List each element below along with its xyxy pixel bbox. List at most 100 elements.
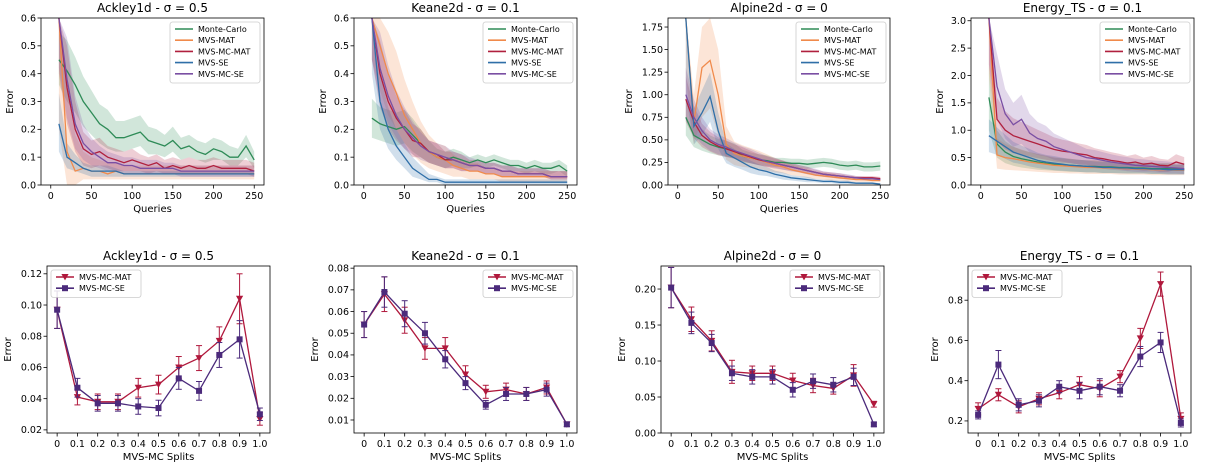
confidence-band-mvs-mc-mat (58, 18, 255, 177)
chart-panel-7: Alpine2d - σ = 0 0 0.1 0.2 0.3 0.4 0.5 0.6 0.7 0.… (617, 249, 885, 463)
y-axis-label: Error (617, 336, 628, 361)
x-tick-label: 200 (204, 191, 222, 202)
legend-item: MVS-MC-MAT (488, 273, 563, 282)
legend-item: MVS-MC-MAT (977, 273, 1052, 282)
legend-marker (982, 274, 990, 281)
x-tick-label: 0.8 (826, 439, 841, 450)
y-tick-label: 0.0 (21, 180, 36, 191)
legend-marker (493, 274, 501, 281)
y-tick-label: 2.5 (951, 43, 966, 54)
y-tick-label: 0.0 (334, 180, 349, 191)
legend-label: MVS-MC-MAT (511, 273, 563, 282)
x-tick-label: 0 (675, 191, 681, 202)
legend-item: MVS-MC-MAT (1105, 47, 1180, 56)
data-point (688, 319, 695, 326)
data-point (543, 386, 550, 393)
legend-label: MVS-MC-MAT (1000, 273, 1052, 282)
y-tick-label: 0.15 (635, 320, 656, 331)
legend-marker (800, 274, 808, 281)
data-point (1116, 373, 1124, 381)
x-tick-label: 50 (712, 191, 724, 202)
x-tick-label: 0 (978, 191, 984, 202)
y-tick-label: 0.2 (21, 125, 36, 136)
legend-marker (801, 285, 807, 292)
data-point (1177, 419, 1184, 426)
confidence-band-mvs-mc-se (371, 18, 568, 180)
x-tick-label: 0.9 (232, 439, 247, 450)
y-tick-label: 0.8 (948, 296, 963, 307)
x-tick-label: 0.5 (458, 439, 473, 450)
chart-panel-5: Ackley1d - σ = 0.5 0 0.1 0.2 0.3 0.4 0.5 0.6 0.7… (3, 249, 271, 463)
chart-panel-3: Alpine2d - σ = 0 0 50 100 150 200 250 0.00 0.25 0… (624, 1, 891, 215)
chart-title: Keane2d - σ = 0.1 (411, 1, 520, 15)
legend-label: MVS-MC-SE (79, 284, 125, 293)
data-point (134, 384, 142, 392)
axes-frame (667, 17, 891, 186)
x-tick-label: 200 (831, 191, 849, 202)
legend-label: MVS-SE (198, 59, 228, 68)
axes-frame (970, 17, 1195, 186)
plot-area (371, 18, 568, 185)
x-tick-label: 200 (1134, 191, 1152, 202)
series-line-mvs-mc-se (56, 309, 261, 415)
x-tick-label: 0.8 (1133, 439, 1148, 450)
x-tick-label: 1.0 (559, 439, 574, 450)
legend-label: Monte-Carlo (824, 25, 873, 34)
y-tick-label: 0.20 (635, 284, 656, 295)
x-tick-label: 0.3 (1031, 439, 1046, 450)
x-tick-label: 100 (750, 191, 768, 202)
data-point (421, 330, 428, 337)
y-tick-label: 0.04 (328, 350, 349, 361)
series-line-mvs-se (685, 18, 881, 185)
x-tick-label: 0 (361, 191, 367, 202)
legend-item: MVS-MC-SE (795, 284, 864, 293)
series-line-mvs-se (58, 123, 255, 175)
x-tick-label: 0.9 (539, 439, 554, 450)
legend-item: MVS-SE (175, 59, 228, 68)
legend-label: MVS-SE (511, 59, 541, 68)
confidence-band-mvs-mc-mat (685, 76, 881, 181)
y-tick-label: 1.25 (642, 67, 663, 78)
x-tick-label: 150 (1094, 191, 1112, 202)
y-tick-label: 0.05 (635, 392, 656, 403)
legend-item: MVS-MAT (801, 36, 861, 45)
legend-label: MVS-MAT (511, 36, 548, 45)
y-tick-label: 0.00 (642, 180, 663, 191)
y-tick-label: 1.0 (951, 126, 966, 137)
legend-label: MVS-MC-SE (824, 70, 870, 79)
legend-box (169, 21, 261, 84)
series-line-mvs-mc-se (988, 18, 1185, 170)
x-tick-label: 250 (1175, 191, 1193, 202)
series-line-mvs-mc-se (363, 290, 568, 425)
legend-item: MVS-MC-MAT (56, 273, 131, 282)
legend-label: MVS-MC-SE (1000, 284, 1046, 293)
series-line-mvs-mc-mat (363, 293, 568, 425)
data-point (830, 381, 837, 388)
y-tick-label: 0.50 (642, 135, 663, 146)
legend-label: Monte-Carlo (511, 25, 560, 34)
data-point (135, 403, 142, 410)
series-line-mvs-mc-mat (58, 18, 255, 172)
y-tick-label: 0.10 (21, 300, 42, 311)
data-point (994, 391, 1003, 399)
data-point (1015, 401, 1022, 408)
series-line-mvs-mc-se (371, 18, 568, 178)
x-tick-label: 0.2 (1011, 439, 1026, 450)
y-axis-label: Error (310, 336, 321, 361)
legend: MVS-MC-MAT MVS-MC-SE (482, 269, 574, 298)
legend: Monte-Carlo MVS-MAT MVS-MC-MAT MVS-SE MVS-MC… (482, 21, 574, 84)
x-tick-label: 0 (361, 439, 367, 450)
data-point (789, 386, 796, 393)
y-tick-label: 0.5 (21, 41, 36, 52)
x-tick-label: 0.2 (704, 439, 719, 450)
x-tick-label: 0.5 (765, 439, 780, 450)
x-tick-label: 0.6 (478, 439, 493, 450)
legend-item: MVS-MC-SE (801, 70, 870, 79)
x-tick-label: 0.7 (805, 439, 820, 450)
x-tick-label: 50 (1015, 191, 1027, 202)
data-point (850, 373, 857, 380)
data-point (175, 375, 182, 382)
x-tick-label: 0.3 (110, 439, 125, 450)
confidence-band-mvs-mc-se (988, 18, 1185, 174)
y-axis-label: Error (624, 88, 635, 113)
